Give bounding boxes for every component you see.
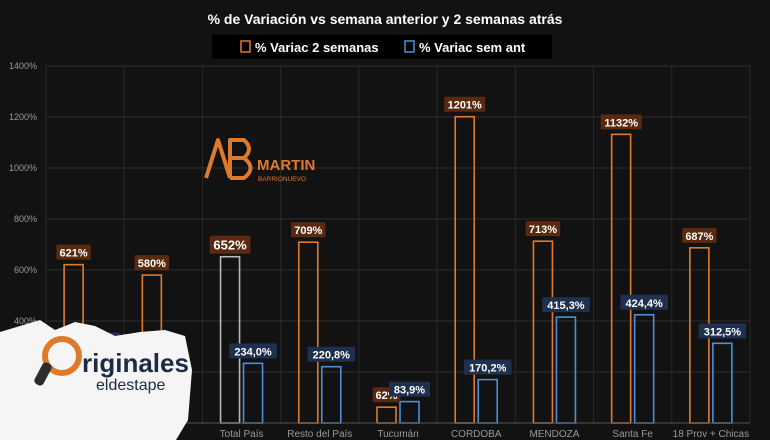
data-label-bg [682, 227, 717, 243]
data-label-bg [463, 359, 512, 375]
data-label: 652% [213, 238, 247, 253]
x-tick-label: Total País [220, 429, 264, 440]
logo-martin-text: MARTIN [257, 157, 315, 174]
logo-eldestape-text: eldestape [96, 377, 165, 394]
data-label: 621% [60, 248, 88, 260]
chart-title: % de Variación vs semana anterior y 2 se… [208, 11, 563, 27]
data-label-bg [209, 235, 251, 254]
data-label-bg [291, 222, 326, 238]
data-label-bg [307, 346, 356, 362]
data-label-bg [600, 114, 642, 130]
data-label: 83,9% [394, 385, 425, 397]
y-tick-label: 800% [14, 214, 37, 224]
data-label: 312,5% [704, 326, 742, 338]
data-labels: 621%276,5%580%652%234,0%709%220,8%62%83,… [56, 96, 747, 403]
data-label: 220,8% [313, 350, 351, 362]
x-tick-label: Tucumán [377, 429, 418, 440]
data-label-bg [620, 294, 668, 310]
data-label-bg [56, 244, 91, 260]
data-label: 687% [685, 231, 713, 243]
data-label: 580% [138, 258, 166, 270]
data-label: 424,4% [626, 298, 664, 310]
data-label-bg [525, 221, 561, 237]
y-tick-label: 600% [14, 265, 37, 275]
y-tick-label: 1000% [9, 163, 37, 173]
data-label-bg [542, 297, 590, 313]
data-label: 170,2% [469, 363, 507, 375]
data-label-bg [134, 255, 170, 271]
data-label-bg [444, 96, 486, 112]
data-label-bg [389, 381, 430, 397]
data-label: 1132% [604, 117, 638, 129]
y-tick-label: 1400% [9, 61, 37, 71]
martin-barrionuevo-logo: MARTIN BARRIONUEVO [204, 138, 315, 183]
x-tick-label: 18 Prov + Chicas [673, 429, 749, 440]
data-label: 1201% [448, 100, 482, 112]
logo-barrionuevo-text: BARRIONUEVO [258, 176, 306, 183]
legend-label-sem-ant: % Variac sem ant [419, 40, 526, 55]
data-label: 415,3% [547, 300, 585, 312]
data-label: 234,0% [234, 346, 272, 358]
logo-originales-text: riginales [82, 348, 189, 378]
data-label: 713% [529, 224, 557, 236]
legend-swatch-sem-ant [404, 40, 415, 53]
data-label-bg [698, 323, 747, 339]
x-tick-label: MENDOZA [529, 429, 579, 440]
originales-eldestape-logo: riginales eldestape [0, 320, 192, 440]
legend-box [212, 35, 552, 59]
x-tick-label: Resto del País [287, 429, 352, 440]
data-label: 709% [294, 225, 322, 237]
y-tick-label: 1200% [9, 112, 37, 122]
microphone-o-icon [34, 336, 82, 386]
legend-swatch-2-semanas [240, 40, 251, 53]
x-tick-label: Santa Fe [612, 429, 653, 440]
x-axis: Total País Resto del País Tucumán CORDOBA ME… [46, 422, 750, 440]
legend: % Variac 2 semanas % Variac sem ant [212, 35, 552, 59]
mb-monogram-icon [204, 138, 253, 180]
legend-label-2-semanas: % Variac 2 semanas [255, 40, 379, 55]
x-tick-label: CORDOBA [451, 429, 502, 440]
y-tick-label: 400% [14, 316, 37, 326]
data-label-bg [229, 343, 277, 359]
